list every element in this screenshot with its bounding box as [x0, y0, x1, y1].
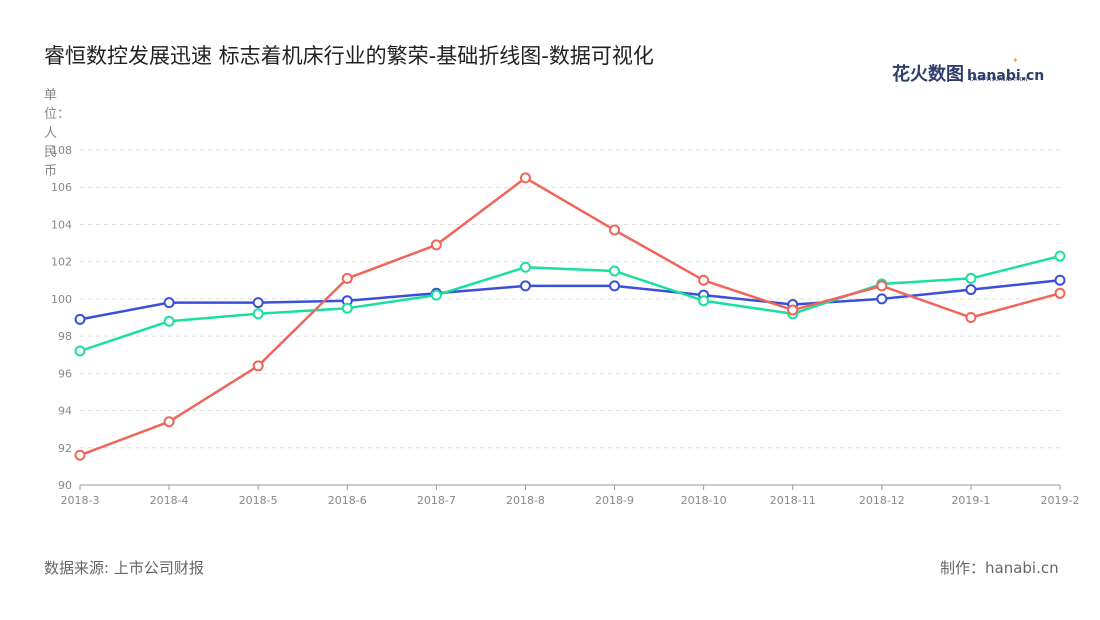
series-3-point — [341, 272, 353, 284]
series-3-point — [609, 224, 621, 236]
series-3-point — [1054, 287, 1066, 299]
series-3-point — [965, 312, 977, 323]
x-tick-label: 2018-11 — [770, 494, 816, 507]
series-3-point — [252, 360, 264, 372]
series-1-point — [609, 280, 621, 292]
y-tick-label: 108 — [51, 144, 72, 157]
logo-subtitle: DATA VISUALIZATION — [970, 77, 1028, 83]
y-tick-label: 92 — [58, 442, 72, 455]
data-source: 数据来源: 上市公司财报 — [44, 559, 204, 577]
series-1-point — [1054, 274, 1066, 286]
x-tick-label: 2018-6 — [328, 494, 367, 507]
series-3-line — [79, 176, 1061, 457]
series-1-line — [79, 279, 1061, 321]
series-2-point — [1054, 250, 1066, 262]
series-2-point — [74, 345, 86, 357]
y-tick-label: 104 — [51, 218, 72, 231]
series-3-point — [787, 304, 799, 316]
x-tick-label: 2018-10 — [681, 494, 727, 507]
brand-logo: 花火数图 hanabi.cn ✦ DATA VISUALIZATION — [892, 56, 1045, 86]
y-tick-label: 90 — [58, 479, 72, 492]
credit: 制作：hanabi.cn — [940, 559, 1059, 577]
x-tick-label: 2018-12 — [859, 494, 905, 507]
series-1-point — [876, 293, 888, 305]
series-3-point — [519, 172, 531, 184]
logo-star-icon: ✦ — [1012, 56, 1019, 65]
x-tick-label: 2019-2 — [1041, 494, 1080, 507]
series-3-point — [163, 416, 175, 428]
series-1-point — [252, 297, 264, 309]
y-tick-label: 94 — [58, 405, 72, 418]
series-3-point — [698, 274, 710, 286]
y-tick-label: 98 — [58, 330, 72, 343]
series-2-point — [430, 289, 442, 301]
x-tick-label: 2018-5 — [239, 494, 278, 507]
series-1-point — [163, 297, 175, 309]
series-2-line — [79, 254, 1061, 353]
series-1-point — [74, 313, 86, 325]
y-tick-label: 106 — [51, 181, 72, 194]
y-tick-label: 96 — [58, 367, 72, 380]
series-2-point — [341, 302, 353, 314]
series-3-point — [876, 280, 888, 292]
logo-en-text: hanabi.cn — [967, 68, 1045, 84]
chart-title: 睿恒数控发展迅速 标志着机床行业的繁荣-基础折线图-数据可视化 — [44, 44, 654, 68]
series-2-point — [252, 308, 264, 320]
x-tick-label: 2018-9 — [595, 494, 634, 507]
series-2-point — [163, 315, 175, 327]
x-tick-label: 2018-4 — [150, 494, 189, 507]
y-tick-label: 100 — [51, 293, 72, 306]
series-2-point — [519, 261, 531, 273]
x-tick-label: 2019-1 — [951, 494, 990, 507]
y-tick-label: 102 — [51, 256, 72, 269]
x-tick-label: 2018-8 — [506, 494, 545, 507]
series-1-point — [965, 284, 977, 296]
series-1-point — [519, 280, 531, 292]
x-tick-label: 2018-3 — [61, 494, 100, 507]
series-2-point — [609, 265, 621, 277]
series-3-point — [430, 239, 442, 251]
series-2-point — [698, 295, 710, 307]
series-2-point — [965, 272, 977, 284]
logo-cn-text: 花火数图 — [892, 64, 964, 85]
x-tick-label: 2018-7 — [417, 494, 456, 507]
series-3-point — [74, 449, 86, 461]
